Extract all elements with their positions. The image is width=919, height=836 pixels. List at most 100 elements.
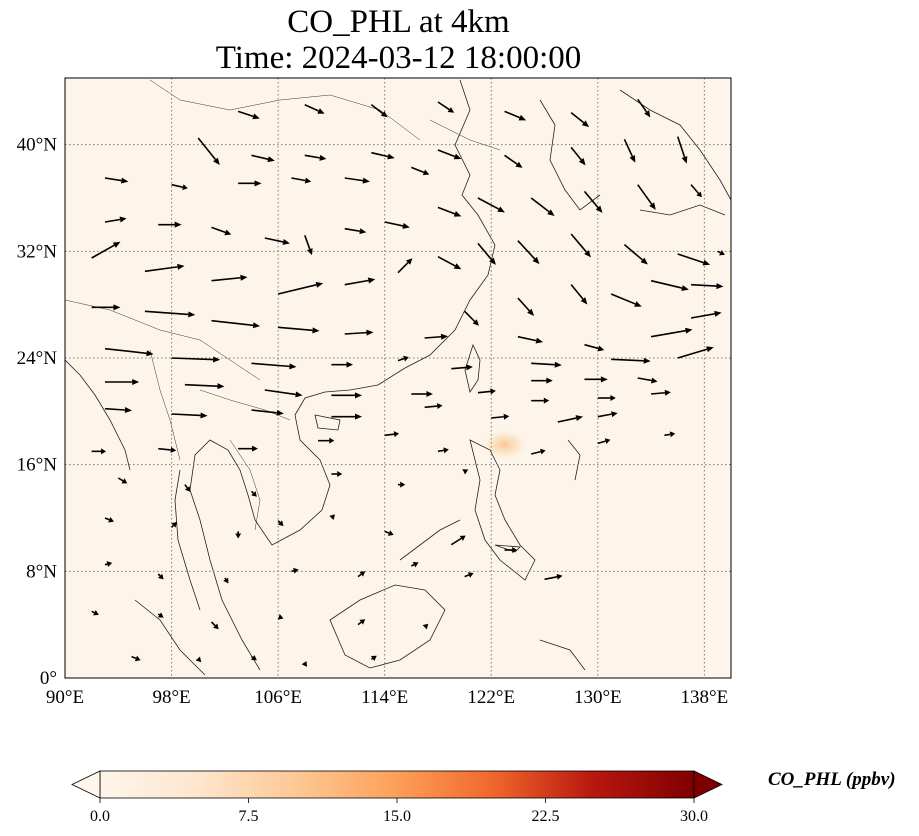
wind-vector-shaft bbox=[637, 184, 653, 205]
wind-vector-shaft bbox=[623, 138, 634, 157]
wind-vector-head bbox=[497, 206, 505, 213]
wind-vector-shaft bbox=[344, 279, 369, 286]
wind-vector-shaft bbox=[184, 484, 188, 489]
wind-vector-head bbox=[315, 281, 324, 288]
wind-vector bbox=[422, 623, 429, 630]
wind-vector-head bbox=[277, 614, 284, 620]
wind-vector bbox=[251, 362, 297, 370]
wind-vector-shaft bbox=[410, 563, 415, 567]
wind-vector-shaft bbox=[437, 101, 450, 111]
wind-vector-head bbox=[224, 229, 232, 236]
wind-vector bbox=[637, 184, 656, 210]
wind-vector-shaft bbox=[517, 335, 537, 342]
wind-vector-shaft bbox=[144, 266, 178, 273]
wind-vector-shaft bbox=[570, 233, 588, 253]
wind-vector-shaft bbox=[531, 362, 555, 366]
x-tick-label: 114°E bbox=[361, 687, 408, 708]
wind-vector-shaft bbox=[517, 240, 536, 260]
wind-vector-head bbox=[359, 228, 367, 235]
wind-vector-head bbox=[200, 412, 208, 419]
wind-vector-shaft bbox=[583, 190, 599, 209]
wind-vector-shaft bbox=[157, 613, 160, 616]
wind-vector bbox=[331, 471, 343, 477]
wind-vector-head bbox=[367, 277, 376, 284]
wind-vector bbox=[250, 490, 257, 497]
wind-vector-shaft bbox=[277, 284, 317, 295]
wind-vector-shaft bbox=[158, 447, 171, 451]
wind-vector-shaft bbox=[357, 621, 362, 626]
wind-vector-shaft bbox=[437, 449, 444, 453]
wind-vector-shaft bbox=[477, 197, 500, 210]
wind-vector-head bbox=[527, 308, 535, 316]
wind-vector-head bbox=[146, 350, 154, 357]
wind-vector-shaft bbox=[211, 319, 254, 327]
wind-vector bbox=[398, 481, 406, 488]
wind-vector-head bbox=[719, 250, 725, 256]
wind-vector-shaft bbox=[278, 326, 313, 332]
wind-vector-head bbox=[251, 491, 257, 497]
wind-vector-shaft bbox=[451, 366, 467, 370]
y-tick-label: 24°N bbox=[17, 348, 58, 369]
wind-vector-head bbox=[312, 327, 320, 334]
wind-vector-shaft bbox=[623, 244, 644, 261]
wind-vector-shaft bbox=[437, 206, 456, 215]
wind-vector bbox=[690, 310, 722, 319]
wind-vector bbox=[197, 137, 220, 165]
wind-vector-head bbox=[223, 577, 229, 584]
wind-vector-head bbox=[119, 216, 127, 223]
wind-vector bbox=[344, 329, 374, 336]
wind-vector bbox=[530, 197, 555, 216]
wind-vector-head bbox=[604, 438, 611, 444]
wind-vector-head bbox=[252, 113, 260, 120]
wind-vector bbox=[371, 151, 395, 160]
wind-vector bbox=[144, 263, 185, 273]
y-tick-label: 16°N bbox=[17, 455, 58, 476]
wind-vector-shaft bbox=[437, 255, 456, 267]
wind-vector-head bbox=[359, 571, 366, 577]
wind-vector-head bbox=[254, 180, 262, 187]
wind-vector bbox=[91, 304, 121, 311]
wind-vector-shaft bbox=[224, 577, 227, 580]
wind-vector-shaft bbox=[210, 621, 216, 627]
wind-vector bbox=[104, 561, 113, 567]
wind-vector bbox=[650, 279, 689, 291]
wind-vector-head bbox=[195, 656, 202, 663]
wind-vector-head bbox=[277, 520, 284, 527]
wind-vector-shaft bbox=[690, 184, 700, 194]
wind-vector-head bbox=[301, 661, 308, 667]
wind-vector bbox=[91, 241, 121, 259]
wind-vector bbox=[570, 112, 590, 128]
wind-vector bbox=[531, 361, 562, 368]
wind-vector bbox=[131, 655, 141, 662]
wind-vector bbox=[690, 283, 724, 290]
wind-vector-head bbox=[649, 202, 656, 210]
x-tick-label: 106°E bbox=[254, 687, 302, 708]
wind-vector-shaft bbox=[171, 413, 201, 417]
wind-vector-shaft bbox=[397, 262, 409, 274]
wind-vector bbox=[584, 343, 605, 352]
wind-vector bbox=[424, 403, 443, 410]
wind-vector-shaft bbox=[304, 154, 321, 159]
wind-vector-shaft bbox=[344, 227, 360, 232]
wind-vector bbox=[570, 233, 591, 258]
wind-vector-shaft bbox=[104, 563, 108, 566]
wind-vector-head bbox=[252, 322, 261, 329]
wind-vector bbox=[677, 346, 714, 359]
wind-vector-shaft bbox=[611, 358, 644, 362]
wind-vector bbox=[583, 190, 603, 213]
wind-vector-shaft bbox=[384, 221, 404, 227]
wind-vector-head bbox=[124, 407, 132, 413]
wind-vector bbox=[144, 310, 196, 318]
wind-vector bbox=[331, 392, 362, 399]
wind-vector-head bbox=[329, 437, 335, 444]
wind-vector-head bbox=[217, 383, 225, 390]
wind-vector-head bbox=[640, 257, 648, 265]
colorbar-label: CO_PHL (ppbv) bbox=[768, 769, 896, 790]
wind-vector bbox=[211, 319, 261, 329]
wind-vector bbox=[370, 655, 377, 662]
wind-vector bbox=[570, 284, 588, 305]
wind-vector bbox=[397, 258, 413, 274]
wind-vector-shaft bbox=[570, 112, 585, 124]
wind-vector bbox=[437, 206, 462, 217]
wind-vector bbox=[437, 447, 449, 454]
